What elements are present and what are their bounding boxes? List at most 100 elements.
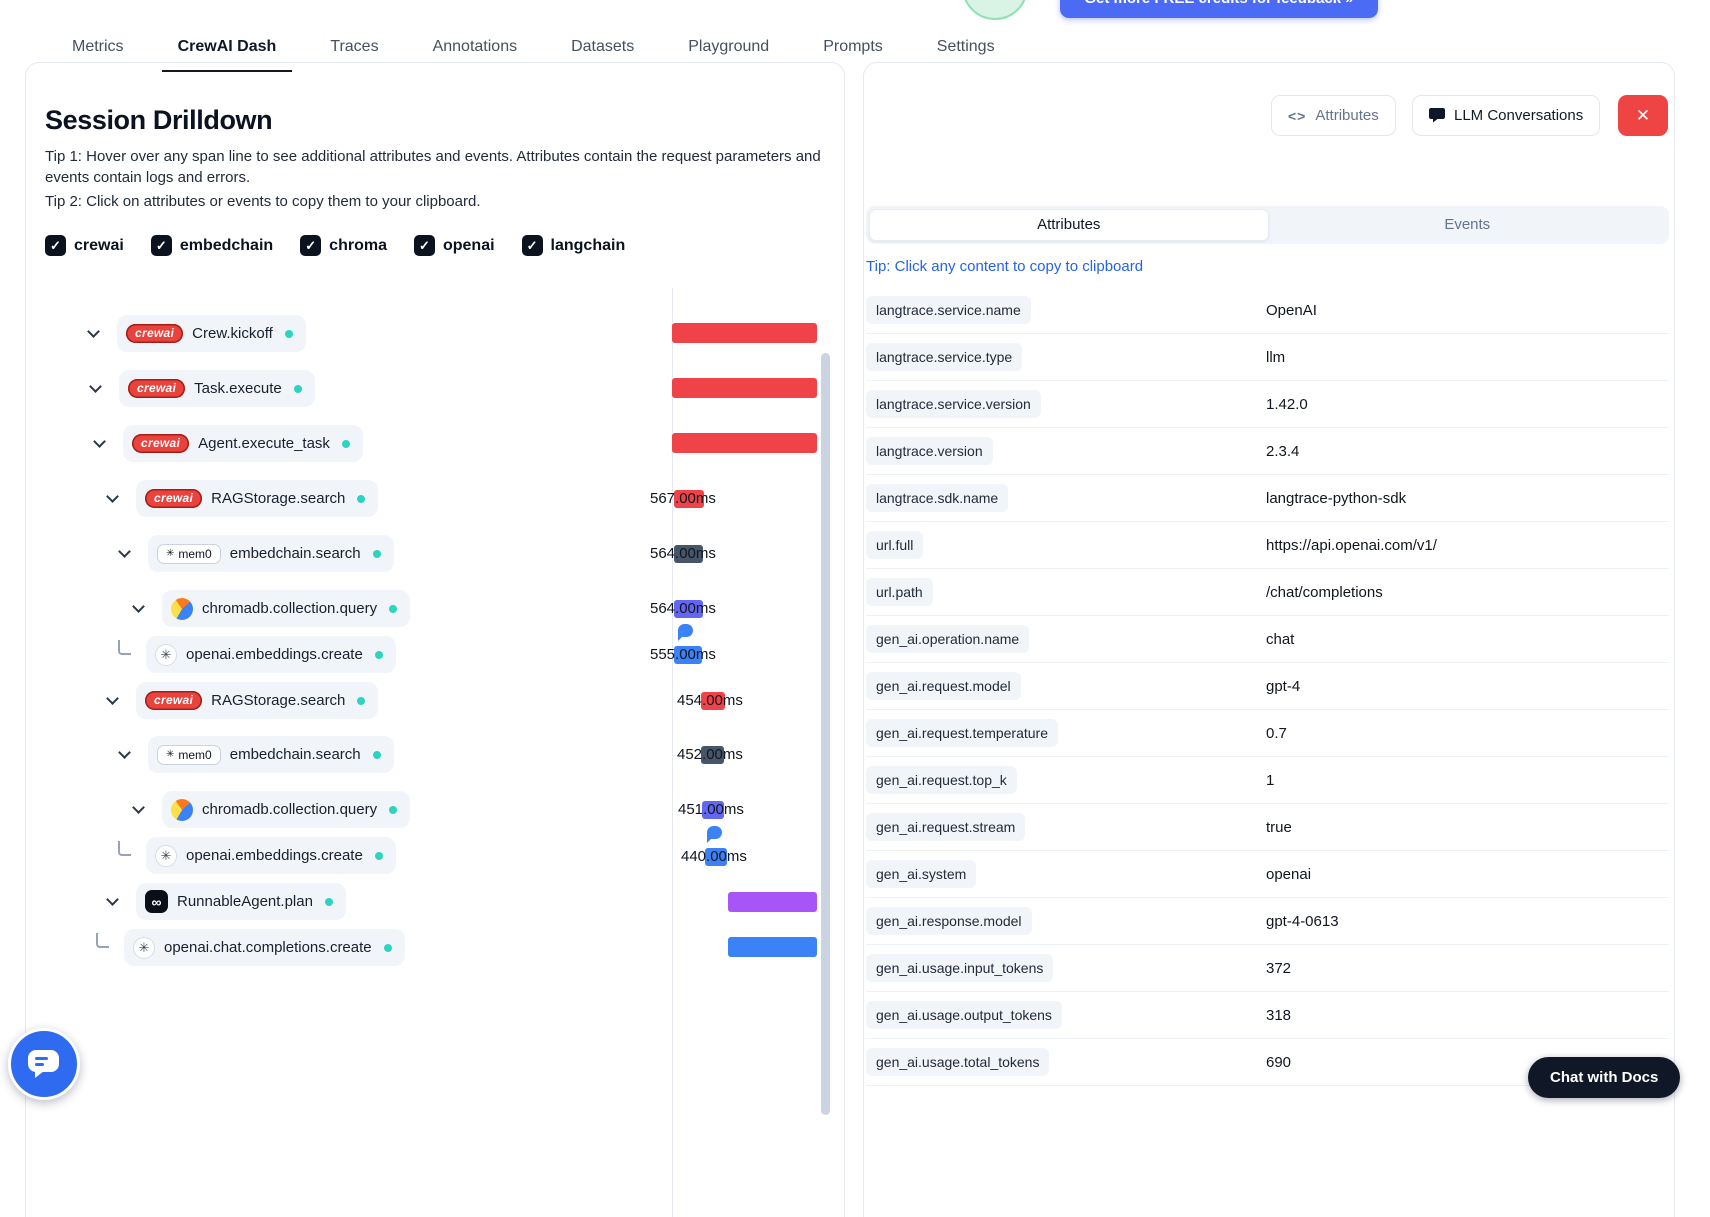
- timeline-bar-agent-execute-task[interactable]: [672, 433, 817, 453]
- attribute-key[interactable]: gen_ai.request.temperature: [866, 719, 1058, 747]
- filter-langchain[interactable]: ✓ langchain: [521, 235, 625, 256]
- filter-openai[interactable]: ✓ openai: [413, 235, 495, 256]
- attribute-key[interactable]: gen_ai.request.stream: [866, 813, 1026, 841]
- checkbox-embedchain[interactable]: ✓: [150, 235, 172, 256]
- tab-events[interactable]: Events: [1444, 216, 1491, 233]
- timeline-bar-openai-embeddings-1[interactable]: [674, 646, 702, 664]
- attribute-value[interactable]: gpt-4-0613: [1266, 912, 1339, 930]
- attribute-key[interactable]: gen_ai.request.top_k: [866, 766, 1017, 794]
- timeline-bar-embedchain-search-1[interactable]: [674, 545, 703, 563]
- chevron-down-icon[interactable]: [130, 801, 146, 814]
- filter-chroma[interactable]: ✓ chroma: [300, 235, 387, 256]
- tab-crewai-dash[interactable]: CrewAI Dash: [161, 38, 292, 72]
- checkbox-openai[interactable]: ✓: [413, 235, 435, 256]
- span-box-embedchain-search-1[interactable]: ✳ mem0 embedchain.search: [148, 535, 394, 572]
- span-box-runnableagent-plan[interactable]: ∞ RunnableAgent.plan: [136, 883, 346, 920]
- attribute-value[interactable]: 372: [1266, 959, 1292, 977]
- timeline-bar-crew-kickoff[interactable]: [672, 323, 817, 343]
- attribute-value[interactable]: OpenAI: [1266, 301, 1317, 319]
- tab-prompts[interactable]: Prompts: [823, 38, 883, 55]
- attribute-value[interactable]: 690: [1266, 1053, 1292, 1071]
- llm-bubble-icon[interactable]: [707, 826, 722, 843]
- free-credits-button[interactable]: Get more FREE credits for feedback »: [1060, 0, 1378, 18]
- attribute-value[interactable]: chat: [1266, 630, 1295, 648]
- span-box-ragstorage-search-2[interactable]: crewai RAGStorage.search: [136, 682, 379, 719]
- span-box-openai-embeddings-1[interactable]: ✳ openai.embeddings.create: [146, 636, 396, 673]
- chat-with-docs-button[interactable]: Chat with Docs: [1528, 1057, 1681, 1098]
- span-box-task-execute[interactable]: crewai Task.execute: [119, 370, 315, 407]
- attribute-key[interactable]: gen_ai.operation.name: [866, 625, 1030, 653]
- attribute-key[interactable]: gen_ai.usage.input_tokens: [866, 954, 1054, 982]
- timeline-bar-chromadb-query-1[interactable]: [674, 600, 703, 618]
- filter-embedchain[interactable]: ✓ embedchain: [150, 235, 273, 256]
- attribute-value[interactable]: 1.42.0: [1266, 395, 1308, 413]
- span-box-agent-execute-task[interactable]: crewai Agent.execute_task: [123, 425, 363, 462]
- attribute-key[interactable]: langtrace.service.type: [866, 343, 1023, 371]
- span-box-openai-embeddings-2[interactable]: ✳ openai.embeddings.create: [146, 837, 396, 874]
- attribute-key[interactable]: langtrace.version: [866, 437, 993, 465]
- attribute-key[interactable]: gen_ai.request.model: [866, 672, 1021, 700]
- span-box-ragstorage-search-1[interactable]: crewai RAGStorage.search: [136, 480, 379, 517]
- attribute-value[interactable]: langtrace-python-sdk: [1266, 489, 1407, 507]
- attributes-button[interactable]: <> Attributes: [1271, 95, 1396, 136]
- attribute-key[interactable]: url.path: [866, 578, 933, 606]
- timeline-bar-ragstorage-search-2[interactable]: [701, 692, 725, 710]
- attribute-value[interactable]: 2.3.4: [1266, 442, 1300, 460]
- attribute-value[interactable]: 1: [1266, 771, 1275, 789]
- timeline-bar-runnableagent-plan[interactable]: [728, 892, 817, 912]
- span-box-chromadb-query-1[interactable]: chromadb.collection.query: [162, 590, 411, 627]
- close-button[interactable]: ✕: [1618, 95, 1668, 136]
- checkbox-langchain[interactable]: ✓: [521, 235, 543, 256]
- attribute-key[interactable]: langtrace.sdk.name: [866, 484, 1009, 512]
- timeline-bar-ragstorage-search-1[interactable]: [674, 490, 704, 508]
- timeline-bar-chromadb-query-2[interactable]: [702, 801, 724, 819]
- tab-settings[interactable]: Settings: [936, 38, 995, 55]
- timeline-bar-embedchain-search-2[interactable]: [701, 746, 724, 764]
- tab-datasets[interactable]: Datasets: [571, 38, 635, 55]
- timeline-bar-openai-chat-completions[interactable]: [728, 937, 817, 957]
- chevron-down-icon[interactable]: [116, 746, 132, 759]
- timeline-bar-openai-embeddings-2[interactable]: [705, 848, 727, 866]
- timeline-scrollbar[interactable]: [821, 353, 830, 1115]
- chevron-down-icon[interactable]: [104, 490, 120, 503]
- filter-crewai[interactable]: ✓ crewai: [45, 235, 124, 256]
- checkbox-chroma[interactable]: ✓: [300, 235, 322, 256]
- tab-traces[interactable]: Traces: [330, 38, 379, 55]
- attribute-value[interactable]: 0.7: [1266, 724, 1287, 742]
- chevron-down-icon[interactable]: [91, 435, 107, 448]
- llm-bubble-icon[interactable]: [678, 624, 693, 641]
- span-box-crew-kickoff[interactable]: crewai Crew.kickoff: [117, 315, 306, 352]
- attribute-key[interactable]: langtrace.service.name: [866, 296, 1031, 324]
- attribute-key[interactable]: gen_ai.system: [866, 860, 977, 888]
- chevron-down-icon[interactable]: [104, 692, 120, 705]
- attribute-value[interactable]: /chat/completions: [1266, 583, 1383, 601]
- chevron-down-icon[interactable]: [85, 325, 101, 338]
- checkbox-crewai[interactable]: ✓: [45, 235, 66, 256]
- attribute-key[interactable]: url.full: [866, 531, 924, 559]
- attribute-value[interactable]: openai: [1266, 865, 1312, 883]
- span-box-chromadb-query-2[interactable]: chromadb.collection.query: [162, 791, 411, 828]
- attribute-key[interactable]: gen_ai.usage.total_tokens: [866, 1048, 1050, 1076]
- chevron-down-icon[interactable]: [87, 380, 103, 393]
- tab-annotations[interactable]: Annotations: [432, 38, 518, 55]
- attribute-value[interactable]: 318: [1266, 1006, 1292, 1024]
- chat-widget-button[interactable]: [8, 1028, 80, 1100]
- timeline-bar-task-execute[interactable]: [672, 378, 817, 398]
- span-box-openai-chat-completions[interactable]: ✳ openai.chat.completions.create: [124, 929, 405, 966]
- copy-to-clipboard-tip[interactable]: Tip: Click any content to copy to clipbo…: [866, 258, 1144, 275]
- tab-attributes[interactable]: Attributes: [869, 209, 1269, 241]
- attribute-key[interactable]: gen_ai.response.model: [866, 907, 1032, 935]
- chevron-down-icon[interactable]: [130, 600, 146, 613]
- chevron-down-icon[interactable]: [104, 893, 120, 906]
- attribute-key[interactable]: gen_ai.usage.output_tokens: [866, 1001, 1062, 1029]
- attribute-value[interactable]: https://api.openai.com/v1/: [1266, 536, 1437, 554]
- attribute-key[interactable]: langtrace.service.version: [866, 390, 1041, 418]
- tab-metrics[interactable]: Metrics: [72, 38, 124, 55]
- attribute-value[interactable]: gpt-4: [1266, 677, 1301, 695]
- attribute-value[interactable]: llm: [1266, 348, 1286, 366]
- llm-conversations-button[interactable]: LLM Conversations: [1412, 95, 1601, 136]
- chevron-down-icon[interactable]: [116, 545, 132, 558]
- attribute-value[interactable]: true: [1266, 818, 1292, 836]
- tab-playground[interactable]: Playground: [688, 38, 770, 55]
- span-box-embedchain-search-2[interactable]: ✳ mem0 embedchain.search: [148, 736, 394, 773]
